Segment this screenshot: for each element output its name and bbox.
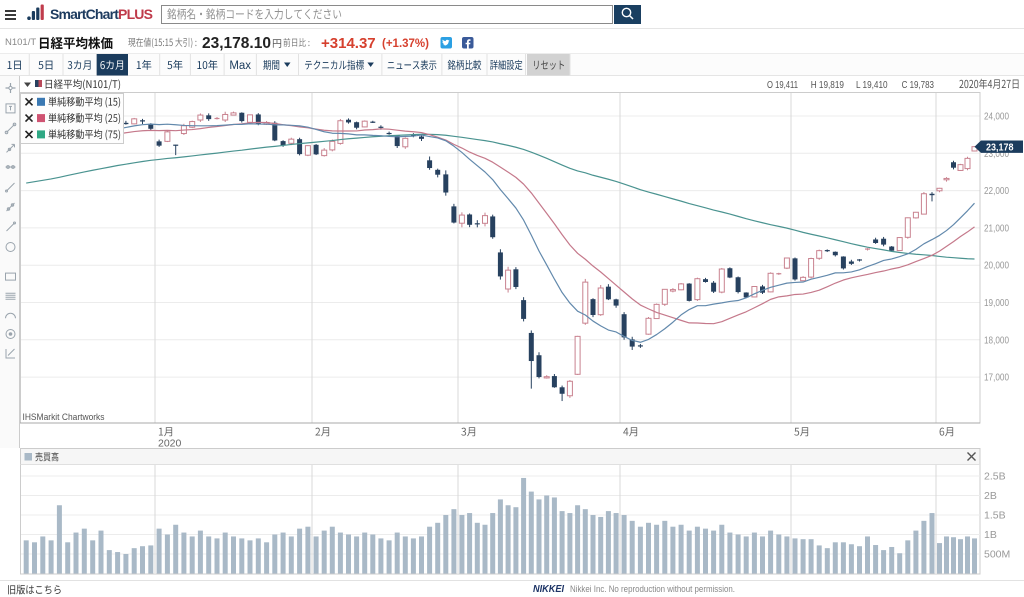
svg-text:1.5B: 1.5B bbox=[984, 510, 1006, 522]
svg-text:Max: Max bbox=[229, 60, 251, 72]
svg-text:2.5B: 2.5B bbox=[984, 471, 1006, 483]
svg-text:22,000: 22,000 bbox=[984, 186, 1009, 197]
svg-text:C 19,783: C 19,783 bbox=[902, 80, 935, 91]
svg-text:Nikkei Inc. No reproduction wi: Nikkei Inc. No reproduction without perm… bbox=[570, 584, 735, 594]
svg-text:H 19,819: H 19,819 bbox=[811, 80, 845, 91]
svg-text:18,000: 18,000 bbox=[984, 335, 1009, 346]
svg-text:2020: 2020 bbox=[158, 438, 182, 449]
svg-text:19,000: 19,000 bbox=[984, 298, 1009, 309]
svg-text:1B: 1B bbox=[984, 529, 997, 541]
svg-text:+314.37: +314.37 bbox=[321, 35, 376, 52]
svg-text:2B: 2B bbox=[984, 490, 997, 502]
svg-text:23,178: 23,178 bbox=[986, 142, 1014, 153]
svg-text:17,000: 17,000 bbox=[984, 373, 1009, 384]
svg-text:IHSMarkit Chartworks: IHSMarkit Chartworks bbox=[23, 412, 105, 422]
svg-text:500M: 500M bbox=[984, 549, 1010, 561]
svg-text:23,178.10: 23,178.10 bbox=[202, 35, 271, 52]
svg-text:O 19,411: O 19,411 bbox=[767, 80, 798, 91]
svg-text:L 19,410: L 19,410 bbox=[856, 80, 888, 91]
svg-text:20,000: 20,000 bbox=[984, 261, 1009, 272]
svg-text:23,000: 23,000 bbox=[984, 149, 1009, 160]
svg-text:21,000: 21,000 bbox=[984, 223, 1009, 234]
svg-text:(+1.37%): (+1.37%) bbox=[382, 38, 429, 50]
svg-text:NIKKEI: NIKKEI bbox=[533, 583, 565, 595]
svg-text:24,000: 24,000 bbox=[984, 112, 1009, 123]
